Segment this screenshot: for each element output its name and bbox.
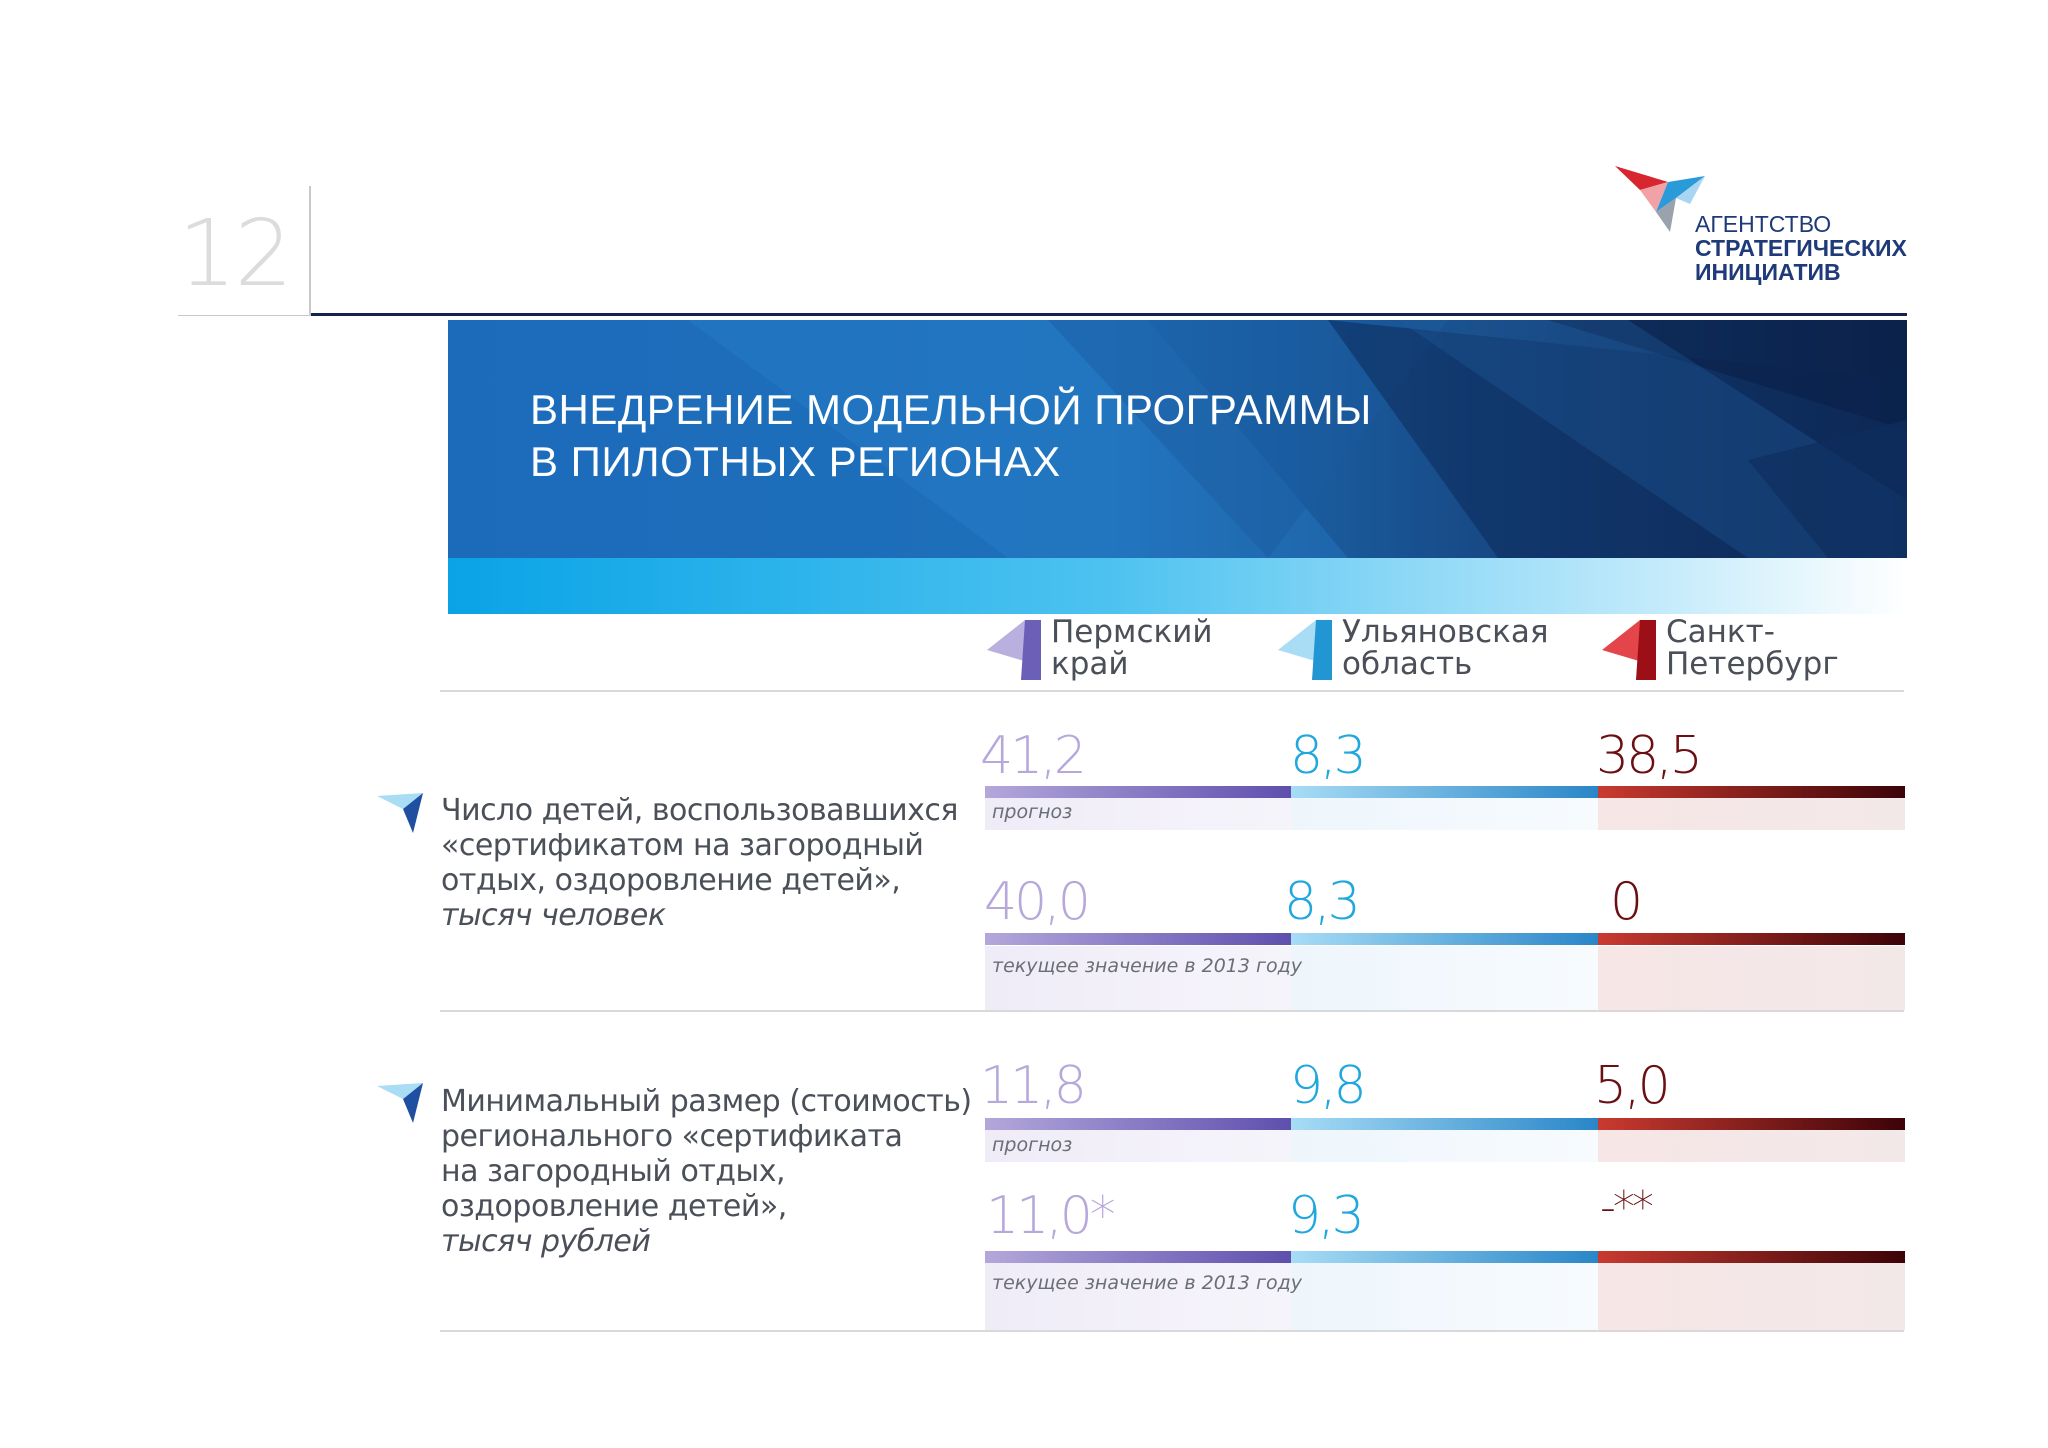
value-perm-forecast-1: 41,2 <box>980 726 1087 786</box>
indicator-arrow-icon <box>377 1083 423 1123</box>
region-header-spb: Санкт- Петербург <box>1600 616 1850 690</box>
caption-current-2: текущее значение в 2013 году <box>992 1272 1302 1294</box>
value-ulyanovsk-forecast-1: 8,3 <box>1290 726 1367 786</box>
region-label-perm: Пермский край <box>1051 614 1213 682</box>
value-perm-forecast-2: 11,8 <box>980 1056 1087 1116</box>
banner-title-line-2: В ПИЛОТНЫХ РЕГИОНАХ <box>530 438 1061 485</box>
caption-forecast-2: прогноз <box>992 1134 1073 1156</box>
value-spb-current-1: 0 <box>1610 872 1643 932</box>
indicator-arrow-icon <box>377 793 423 833</box>
spb-marker-icon <box>1602 620 1656 680</box>
separator-header <box>440 690 1904 692</box>
cell-bg <box>1598 1262 1905 1330</box>
indicator-2-label: Минимальный размер (стоимость) региональ… <box>441 1084 972 1259</box>
cell-bg <box>1598 946 1905 1010</box>
caption-current-1: текущее значение в 2013 году <box>992 955 1302 977</box>
header-divider-vertical <box>309 186 311 316</box>
cell-bg <box>1598 1124 1905 1162</box>
region-header-perm: Пермский край <box>985 616 1225 690</box>
page-number: 12 <box>178 200 293 307</box>
bar-spb <box>1598 933 1905 945</box>
bar-ulyanovsk <box>1291 933 1598 945</box>
value-spb-forecast-1: 38,5 <box>1596 726 1703 786</box>
bar-perm <box>985 1118 1291 1130</box>
separator-indicator-2 <box>440 1330 1904 1332</box>
value-ulyanovsk-forecast-2: 9,8 <box>1290 1056 1367 1116</box>
banner-gradient-strip <box>448 558 1907 614</box>
bar-spb <box>1598 1118 1905 1130</box>
logo-line-2: СТРАТЕГИЧЕСКИХ <box>1695 235 1907 261</box>
logo-line-3: ИНИЦИАТИВ <box>1695 259 1841 285</box>
value-perm-current-1: 40,0 <box>984 872 1091 932</box>
separator-indicator-1 <box>440 1010 1904 1012</box>
header-divider-navy <box>311 313 1907 316</box>
region-header-ulyanovsk: Ульяновская область <box>1276 616 1556 690</box>
bar-ulyanovsk <box>1291 1118 1598 1130</box>
indicator-1-label: Число детей, воспользовавшихся «сертифик… <box>441 793 958 933</box>
header-divider-gray <box>178 315 311 316</box>
title-banner: ВНЕДРЕНИЕ МОДЕЛЬНОЙ ПРОГРАММЫ В ПИЛОТНЫХ… <box>448 320 1907 558</box>
banner-facets <box>688 320 1907 558</box>
bar-spb <box>1598 786 1905 798</box>
caption-forecast-1: прогноз <box>992 801 1073 823</box>
cell-bg <box>985 946 1291 1010</box>
perm-marker-icon <box>987 620 1041 680</box>
banner-title: ВНЕДРЕНИЕ МОДЕЛЬНОЙ ПРОГРАММЫ В ПИЛОТНЫХ… <box>530 384 1372 488</box>
region-label-ulyanovsk: Ульяновская область <box>1342 614 1549 682</box>
cell-bg <box>985 1262 1291 1330</box>
banner-title-line-1: ВНЕДРЕНИЕ МОДЕЛЬНОЙ ПРОГРАММЫ <box>530 386 1372 433</box>
ulyanovsk-marker-icon <box>1278 620 1332 680</box>
value-ulyanovsk-current-2: 9,3 <box>1288 1186 1365 1246</box>
cell-bg <box>1291 1262 1598 1330</box>
bar-perm <box>985 1251 1291 1263</box>
value-perm-current-2: 11,0* <box>986 1186 1116 1246</box>
bar-spb <box>1598 1251 1905 1263</box>
value-spb-forecast-2: 5,0 <box>1594 1056 1671 1116</box>
region-label-spb: Санкт- Петербург <box>1666 614 1839 682</box>
bar-perm <box>985 933 1291 945</box>
cell-bg <box>1291 1124 1598 1162</box>
bar-ulyanovsk <box>1291 786 1598 798</box>
value-ulyanovsk-current-1: 8,3 <box>1284 872 1361 932</box>
bar-ulyanovsk <box>1291 1251 1598 1263</box>
cell-bg <box>985 1124 1291 1162</box>
asi-logo-text: АГЕНТСТВО СТРАТЕГИЧЕСКИХ ИНИЦИАТИВ <box>1695 212 1907 284</box>
cell-bg <box>1291 946 1598 1010</box>
logo-line-1: АГЕНТСТВО <box>1695 211 1832 237</box>
bar-perm <box>985 786 1291 798</box>
value-spb-current-2: -** <box>1600 1182 1654 1233</box>
asi-logo-icon <box>1615 166 1705 232</box>
